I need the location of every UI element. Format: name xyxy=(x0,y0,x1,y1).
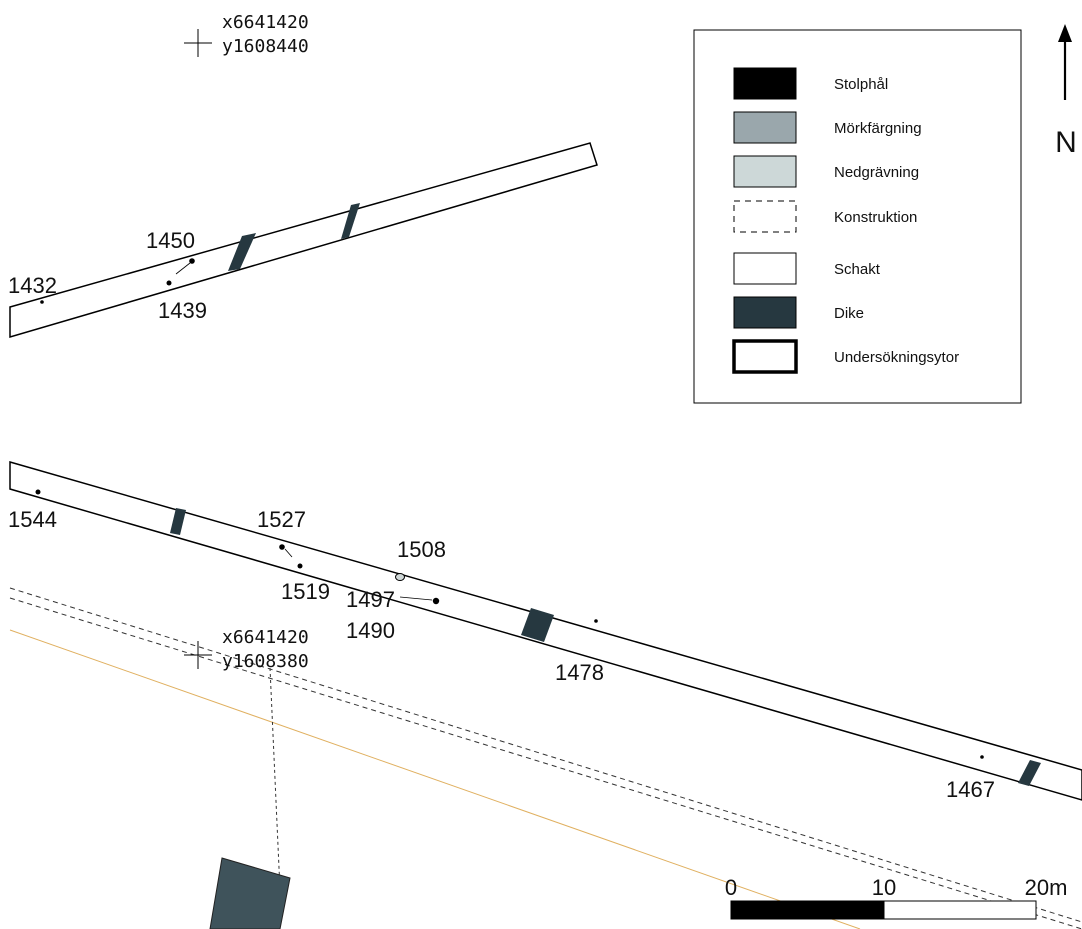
trench-upper xyxy=(9,142,598,339)
feature-1519-point xyxy=(297,563,303,569)
legend-label-4: Konstruktion xyxy=(834,209,917,226)
coordinate-marker-1 xyxy=(184,29,212,57)
scale-label-0: 0 xyxy=(725,875,737,900)
orange-boundary-line xyxy=(9,629,861,929)
feature-1490-point xyxy=(432,597,440,605)
construction-line-upper xyxy=(9,587,1082,923)
legend-items: Stolphål Mörkfärgning Nedgrävning Konstrukt… xyxy=(732,67,959,374)
legend-swatch-5 xyxy=(733,252,797,285)
ditch-lower-1 xyxy=(170,508,186,535)
label-1508: 1508 xyxy=(397,537,446,562)
legend-label-1: Stolphål xyxy=(834,76,888,93)
label-1527: 1527 xyxy=(257,507,306,532)
legend-label-3: Nedgrävning xyxy=(834,164,919,181)
feature-1450-leader xyxy=(175,262,191,275)
legend-swatch-6 xyxy=(733,296,797,329)
legend-swatch-3 xyxy=(733,155,797,188)
construction-line-vertical xyxy=(269,667,281,891)
label-1490: 1490 xyxy=(346,618,395,643)
label-1478: 1478 xyxy=(555,660,604,685)
legend-label-2: Mörkfärgning xyxy=(834,120,922,137)
scale-bar-white-segment xyxy=(883,900,1037,920)
legend-swatch-7 xyxy=(732,339,798,374)
label-1497: 1497 xyxy=(346,587,395,612)
legend-swatch-4 xyxy=(733,200,797,233)
ditch-lower-2 xyxy=(521,608,554,642)
feature-1450-point xyxy=(189,258,195,264)
feature-1467-point xyxy=(980,755,984,759)
label-1439: 1439 xyxy=(158,298,207,323)
label-1467: 1467 xyxy=(946,777,995,802)
ditch-upper-2 xyxy=(341,203,360,239)
feature-1478-point xyxy=(594,619,598,623)
feature-1508-point xyxy=(395,573,405,581)
coordinate-2-x: x6641420 xyxy=(222,627,309,648)
building-footprint xyxy=(209,857,291,929)
ditch-upper-1 xyxy=(228,233,256,271)
north-arrow-icon xyxy=(1058,24,1072,100)
legend-swatch-2 xyxy=(733,111,797,144)
feature-1432-point xyxy=(40,300,44,304)
feature-1439-point xyxy=(166,280,172,286)
feature-1527-point xyxy=(279,544,285,550)
label-1450: 1450 xyxy=(146,228,195,253)
coordinate-marker-2 xyxy=(184,641,212,669)
coordinate-1-y: y1608440 xyxy=(222,36,309,57)
ditch-lower-3 xyxy=(1018,760,1041,786)
north-label: N xyxy=(1055,126,1077,159)
coordinate-2-y: y1608380 xyxy=(222,651,309,672)
feature-1544-point xyxy=(35,489,41,495)
label-1544: 1544 xyxy=(8,507,57,532)
scale-label-10: 10 xyxy=(872,875,896,900)
legend-label-6: Dike xyxy=(834,305,864,322)
legend-swatch-1 xyxy=(733,67,797,100)
coordinate-1-x: x6641420 xyxy=(222,12,309,33)
label-1432: 1432 xyxy=(8,273,57,298)
feature-1527-leader xyxy=(284,548,293,558)
legend-label-5: Schakt xyxy=(834,261,881,278)
scale-bar-black-segment xyxy=(730,900,885,920)
legend-label-7: Undersökningsytor xyxy=(834,349,959,366)
label-1519: 1519 xyxy=(281,579,330,604)
construction-line-lower xyxy=(9,597,1082,929)
feature-1497-leader xyxy=(399,596,433,601)
scale-label-20m: 20m xyxy=(1025,875,1068,900)
